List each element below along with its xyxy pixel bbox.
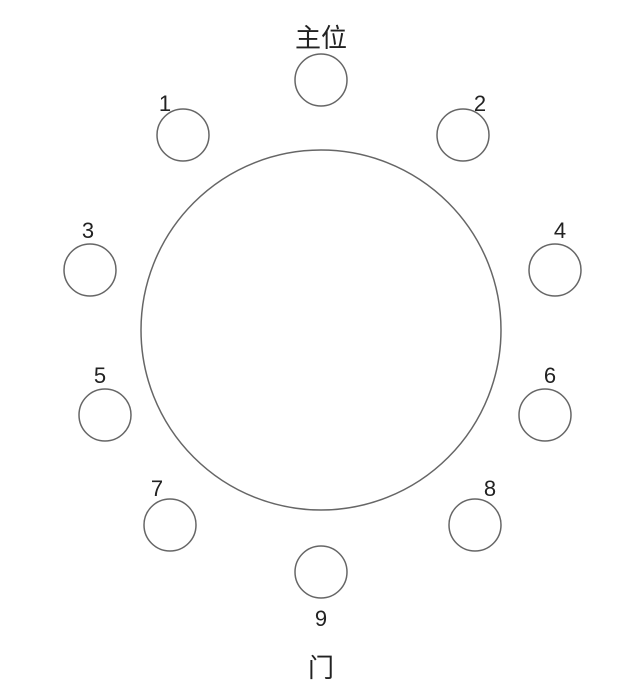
seat-circle-seat3 — [64, 244, 116, 296]
seat-circle-seat7 — [144, 499, 196, 551]
seat-circle-host — [295, 54, 347, 106]
seat-circle-seat4 — [529, 244, 581, 296]
seating-diagram: 1 2 3 4 5 6 7 8 9 主位门 — [0, 0, 642, 692]
seat-circle-seat2 — [437, 109, 489, 161]
seat-label-seat9: 9 — [315, 606, 327, 631]
seat-circle-seat8 — [449, 499, 501, 551]
seat-label-seat1: 1 — [159, 91, 171, 116]
seat-circle-seat6 — [519, 389, 571, 441]
seat-circle-seat5 — [79, 389, 131, 441]
table-circle — [141, 150, 501, 510]
seat-label-seat3: 3 — [82, 218, 94, 243]
door-label: 门 — [308, 653, 334, 683]
seat-label-seat8: 8 — [484, 476, 496, 501]
seat-label-seat6: 6 — [544, 363, 556, 388]
host-label: 主位 — [295, 23, 347, 53]
seat-label-seat5: 5 — [94, 363, 106, 388]
seat-circle-seat9 — [295, 546, 347, 598]
seat-label-seat7: 7 — [151, 476, 163, 501]
seat-circle-seat1 — [157, 109, 209, 161]
seat-label-seat2: 2 — [474, 91, 486, 116]
seat-label-seat4: 4 — [554, 218, 566, 243]
